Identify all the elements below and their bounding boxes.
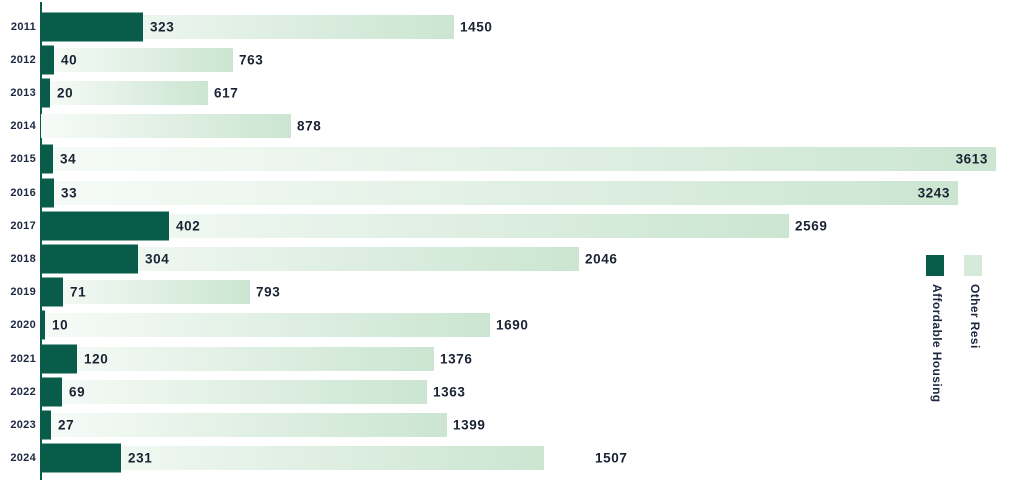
affordable-housing-bar bbox=[41, 144, 53, 174]
year-label: 2012 bbox=[10, 53, 36, 66]
affordable-value-label: 40 bbox=[61, 52, 78, 68]
bar-row: 2022 69 1363 bbox=[0, 375, 1013, 408]
other-resi-value-label: 1363 bbox=[433, 384, 466, 400]
other-resi-value-label: 1376 bbox=[440, 351, 473, 367]
year-label: 2022 bbox=[10, 385, 36, 398]
year-label: 2015 bbox=[10, 153, 36, 166]
year-label: 2021 bbox=[10, 352, 36, 365]
bar-row: 2012 40 763 bbox=[0, 43, 1013, 76]
other-resi-value-label: 2046 bbox=[585, 251, 618, 267]
bar-row: 2023 27 1399 bbox=[0, 408, 1013, 441]
affordable-housing-bar bbox=[41, 344, 77, 374]
other-resi-bar bbox=[41, 446, 544, 471]
affordable-housing-bar bbox=[41, 78, 50, 108]
affordable-value-label: 20 bbox=[57, 85, 74, 101]
affordable-value-label: 69 bbox=[69, 384, 86, 400]
year-label: 2011 bbox=[10, 20, 36, 33]
year-label: 2024 bbox=[10, 452, 36, 465]
affordable-housing-bar bbox=[41, 310, 45, 340]
affordable-value-label: 402 bbox=[176, 218, 201, 234]
affordable-housing-bar bbox=[41, 211, 169, 241]
other-resi-value-label: 617 bbox=[214, 85, 239, 101]
other-resi-value-label: 793 bbox=[256, 284, 281, 300]
other-resi-value-label: 763 bbox=[239, 52, 264, 68]
other-resi-value-label: 2569 bbox=[795, 218, 828, 234]
bar-row: 2020 10 1690 bbox=[0, 309, 1013, 342]
other-resi-bar bbox=[41, 379, 427, 404]
other-resi-bar bbox=[41, 80, 208, 105]
affordable-value-label: 323 bbox=[150, 19, 175, 35]
other-resi-bar bbox=[41, 280, 250, 305]
other-resi-value-label: 1450 bbox=[460, 19, 493, 35]
affordable-value-label: 34 bbox=[60, 151, 77, 167]
affordable-housing-bar bbox=[41, 244, 138, 274]
affordable-housing-bar bbox=[41, 277, 63, 307]
other-resi-value-label: 1507 bbox=[595, 450, 628, 466]
bar-row: 2011 323 1450 bbox=[0, 10, 1013, 43]
affordable-housing-bar bbox=[41, 443, 121, 473]
bar-row: 2017 402 2569 bbox=[0, 209, 1013, 242]
affordable-value-label: 27 bbox=[58, 417, 75, 433]
year-label: 2013 bbox=[10, 86, 36, 99]
bar-row: 2018 304 2046 bbox=[0, 242, 1013, 275]
other-resi-value-label: 3613 bbox=[955, 151, 988, 167]
year-label: 2018 bbox=[10, 252, 36, 265]
other-resi-bar bbox=[41, 313, 490, 338]
other-resi-bar bbox=[41, 412, 447, 437]
affordable-value-label: 71 bbox=[70, 284, 87, 300]
bar-row: 2019 71 793 bbox=[0, 276, 1013, 309]
axis-line bbox=[40, 2, 42, 480]
bar-row: 2014 878 bbox=[0, 110, 1013, 143]
other-resi-bar bbox=[41, 114, 291, 139]
year-label: 2023 bbox=[10, 418, 36, 431]
other-resi-value-label: 878 bbox=[297, 118, 322, 134]
bar-row: 2021 120 1376 bbox=[0, 342, 1013, 375]
affordable-housing-bar bbox=[41, 377, 62, 407]
year-label: 2019 bbox=[10, 286, 36, 299]
affordable-housing-bar bbox=[41, 12, 143, 42]
other-resi-bar bbox=[41, 346, 434, 371]
affordable-housing-bar bbox=[41, 178, 54, 208]
affordable-housing-bar bbox=[41, 410, 51, 440]
year-label: 2020 bbox=[10, 319, 36, 332]
year-label: 2014 bbox=[10, 120, 36, 133]
year-label: 2016 bbox=[10, 186, 36, 199]
other-resi-bar bbox=[41, 180, 958, 205]
year-label: 2017 bbox=[10, 219, 36, 232]
other-resi-bar bbox=[41, 147, 996, 172]
bar-row: 2016 33 3243 bbox=[0, 176, 1013, 209]
affordable-value-label: 120 bbox=[84, 351, 109, 367]
affordable-value-label: 231 bbox=[128, 450, 153, 466]
other-resi-value-label: 1399 bbox=[453, 417, 486, 433]
affordable-housing-bar bbox=[41, 45, 54, 75]
bar-row: 2015 34 3613 bbox=[0, 143, 1013, 176]
affordable-value-label: 33 bbox=[61, 185, 78, 201]
affordable-value-label: 304 bbox=[145, 251, 170, 267]
bar-row: 2013 20 617 bbox=[0, 76, 1013, 109]
affordable-value-label: 10 bbox=[52, 317, 69, 333]
other-resi-value-label: 3243 bbox=[917, 185, 950, 201]
bar-row: 2024 231 1507 bbox=[0, 442, 1013, 475]
other-resi-bar bbox=[41, 47, 233, 72]
other-resi-value-label: 1690 bbox=[496, 317, 529, 333]
